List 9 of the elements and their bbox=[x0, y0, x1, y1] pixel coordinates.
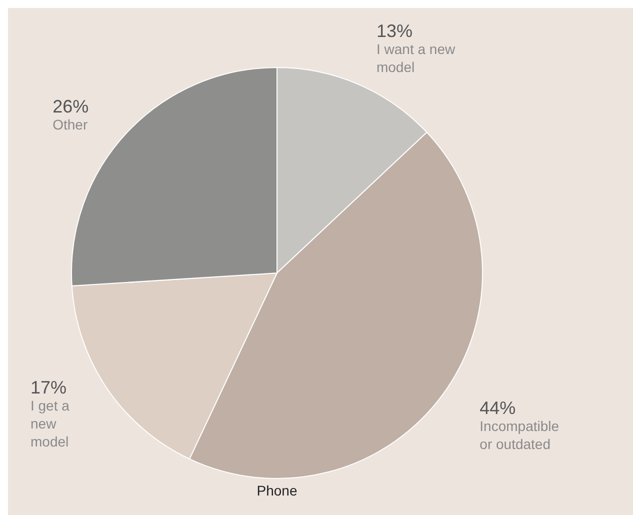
data-label: 26% bbox=[52, 96, 89, 117]
slice-label: Incompatible or outdated bbox=[480, 418, 560, 452]
slice-label: I want a new model bbox=[376, 40, 456, 75]
slice-label: Other bbox=[52, 116, 88, 132]
data-label: 13% bbox=[376, 21, 413, 42]
data-label: 17% bbox=[30, 378, 67, 398]
text: Phone bbox=[256, 482, 298, 498]
slice-label: I get a new model bbox=[30, 398, 70, 450]
data-label: 44% bbox=[480, 398, 516, 418]
